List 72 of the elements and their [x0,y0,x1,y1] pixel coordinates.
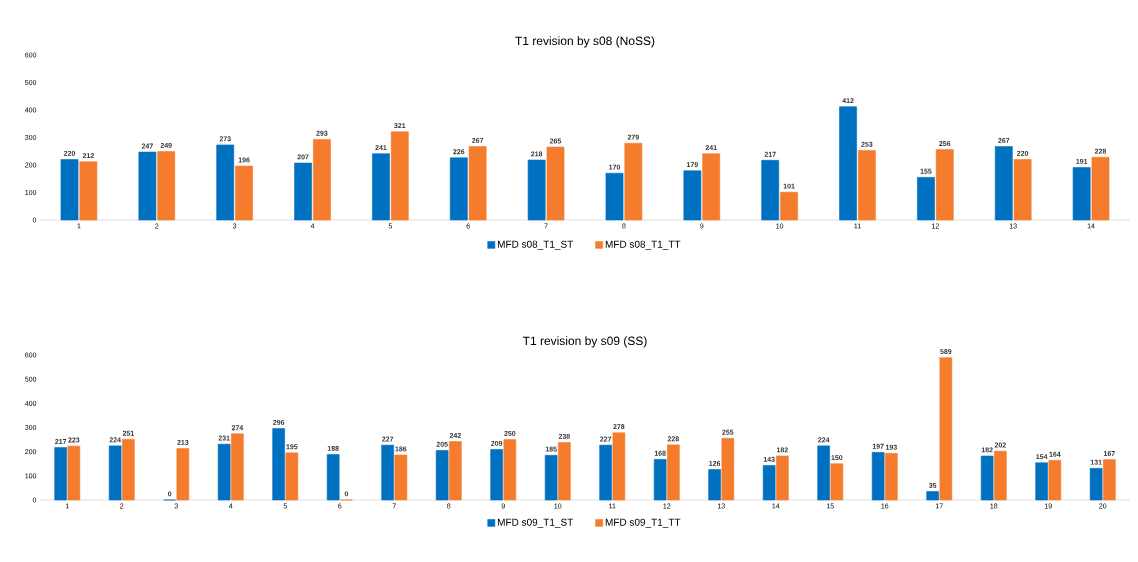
bar [780,191,798,221]
chart-title: T1 revision by s08 (NoSS) [515,36,655,48]
chart-title: T1 revision by s09 (SS) [522,336,647,348]
bar [858,150,876,221]
bar [468,146,487,221]
bar [1089,468,1103,501]
bar [1091,156,1110,221]
bar [138,151,157,221]
bar [702,153,721,221]
bar [60,159,79,221]
bar [285,452,299,501]
bar [108,445,122,501]
bar [490,449,503,501]
bar [372,153,390,221]
bar [817,445,830,501]
bar [157,151,176,221]
legend-label: MFD s08_T1_TT [605,240,681,250]
bar [435,450,449,501]
bar [871,452,885,501]
bar [217,443,231,501]
bar [1013,159,1032,221]
bar [939,357,953,501]
bar [122,439,135,501]
bar [558,442,571,501]
bar [527,159,546,221]
bar [708,469,721,501]
bar [926,491,939,501]
bar [667,444,680,501]
bar [605,172,624,221]
bar [231,433,244,501]
bar [885,453,898,501]
bar [449,157,468,221]
bar [1048,460,1062,501]
bar [544,454,558,501]
bar [394,454,408,501]
bar [272,428,285,501]
bar [935,149,954,221]
bar [776,455,789,501]
bar [326,454,340,501]
bar [1072,167,1091,221]
bar [390,131,409,221]
bar [54,447,67,501]
bar [235,165,253,221]
bar [612,432,626,501]
bar [546,146,565,221]
bar [980,455,994,501]
bar [599,444,612,501]
bar [762,465,776,501]
legend-label: MFD s09_T1_TT [605,518,681,528]
bar [917,177,935,221]
bar [624,142,643,221]
bar [830,463,844,501]
legend-label: MFD s09_T1_ST [497,518,574,528]
bar [67,445,81,501]
bar [1035,462,1048,501]
bar [503,439,517,501]
bar [683,170,702,221]
bar [176,448,190,501]
bar [449,441,462,501]
bar [294,162,312,221]
bar [653,459,667,501]
bar [1103,459,1116,501]
bar [721,438,735,501]
bar [761,160,780,221]
bar [994,450,1007,501]
bar [381,444,394,501]
bar [216,144,235,221]
bar [839,106,857,221]
bar [79,161,98,221]
legend-label: MFD s08_T1_ST [497,240,574,250]
bar [994,146,1013,221]
bar [313,139,331,221]
